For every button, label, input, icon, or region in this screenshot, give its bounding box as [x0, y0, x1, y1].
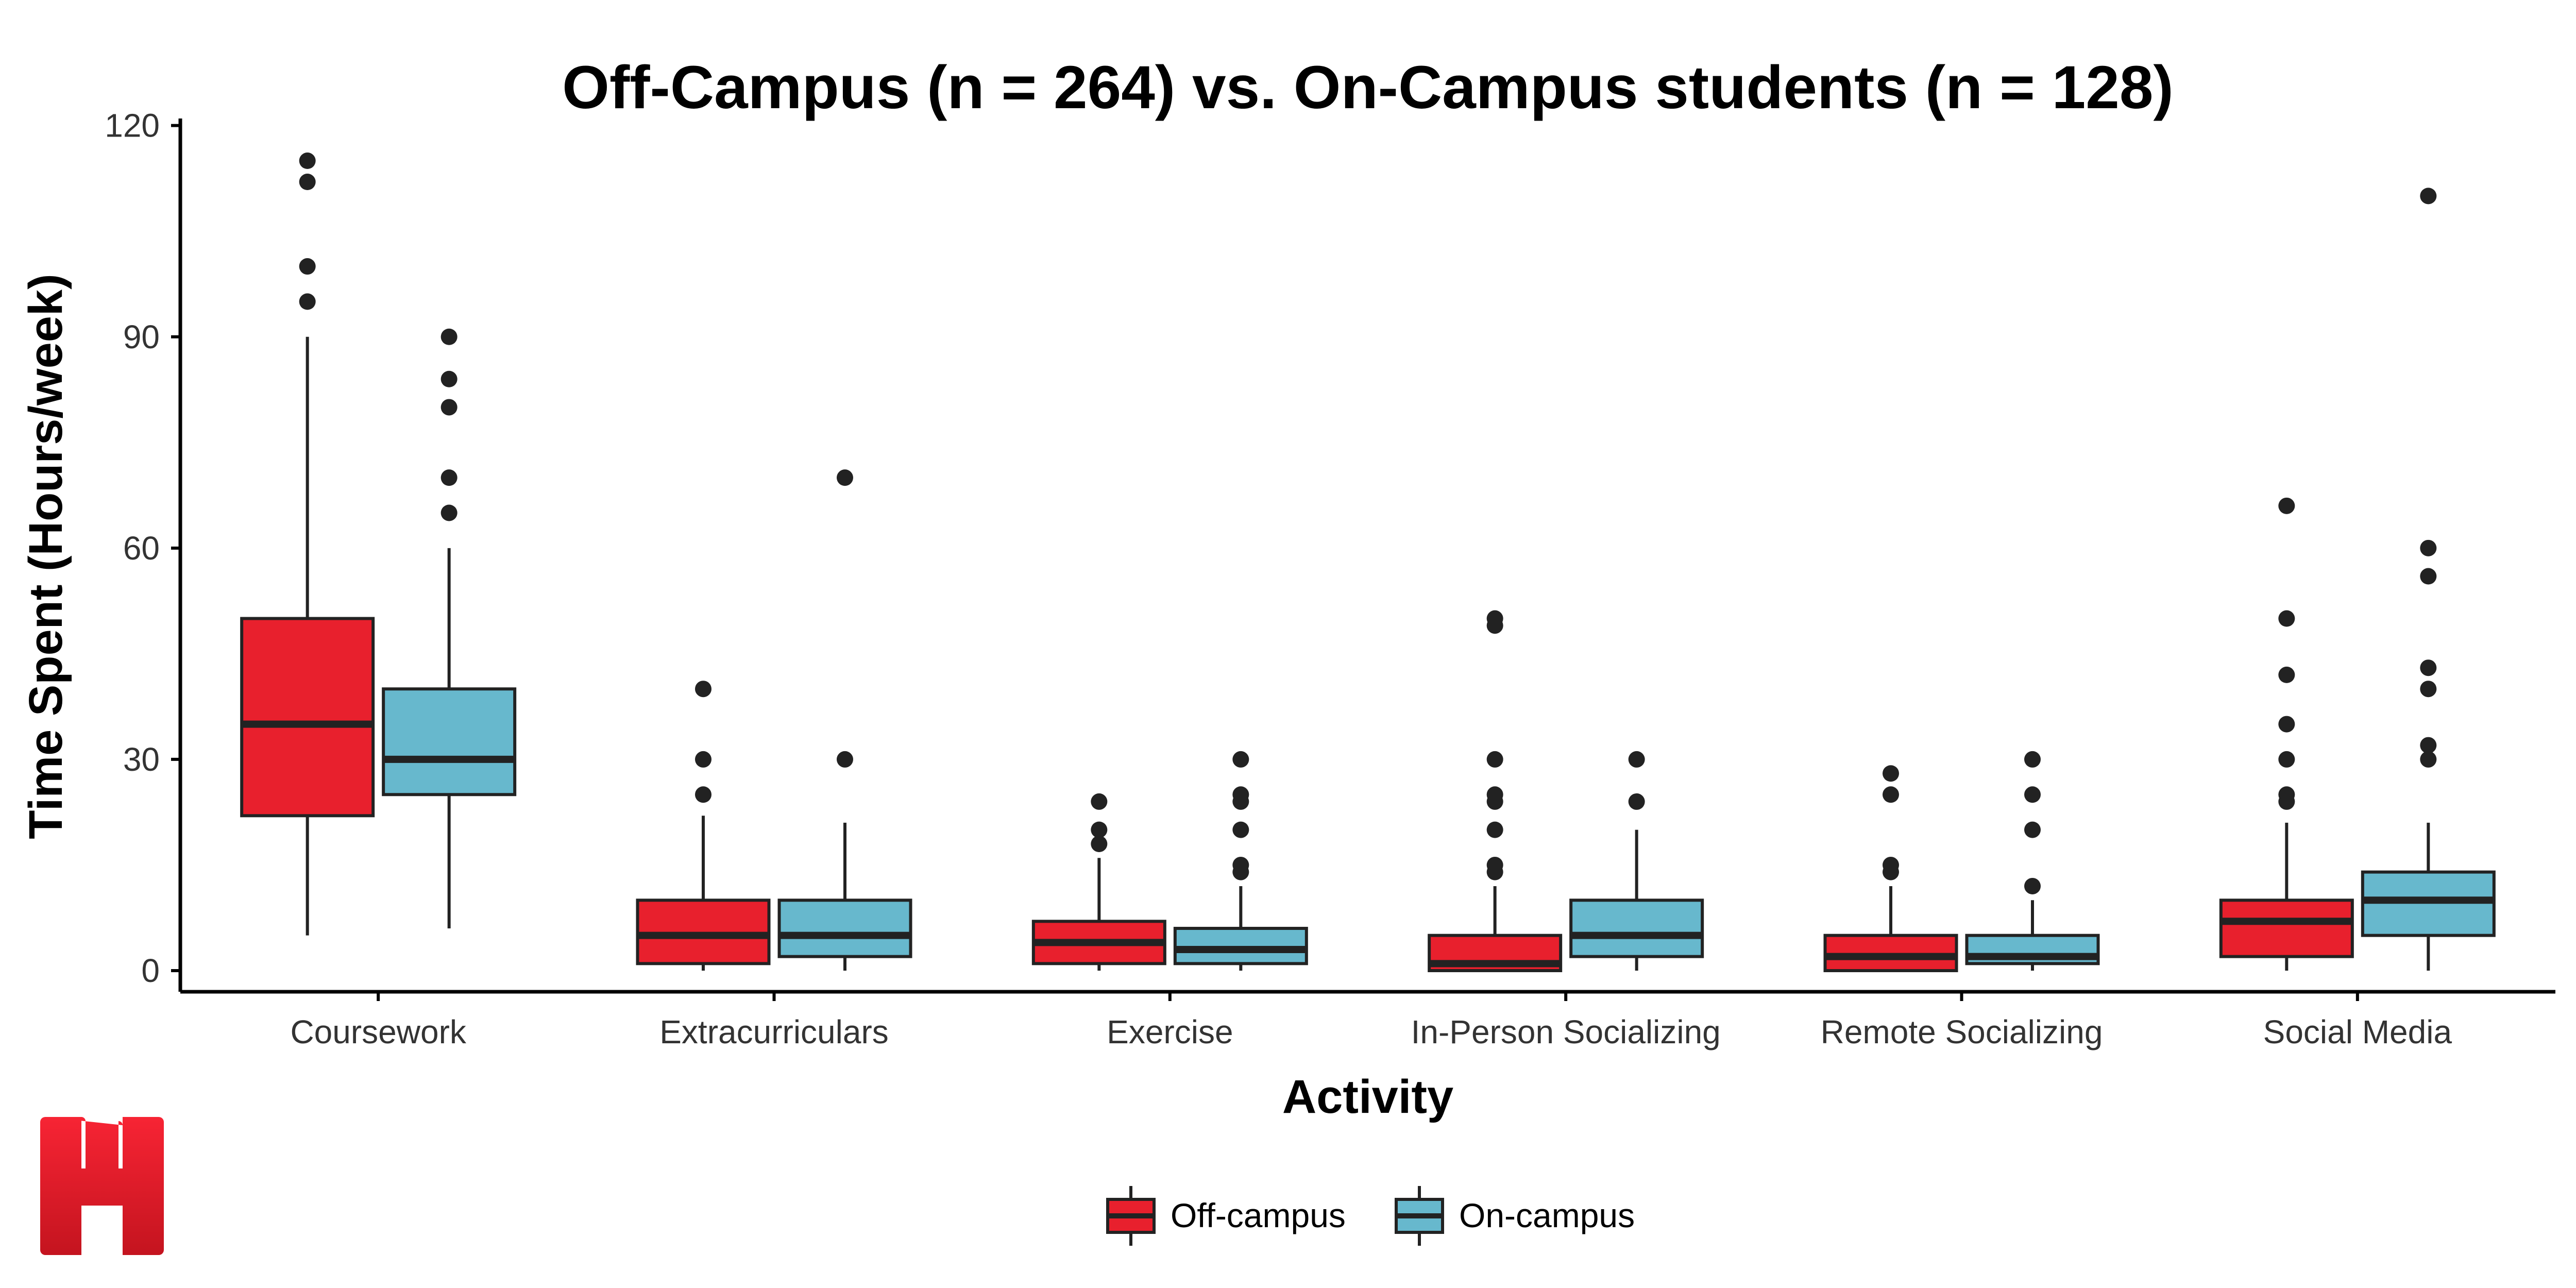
x-tick-label: Social Media [2263, 1013, 2452, 1050]
box-off-campus-3 [1428, 610, 1563, 972]
outlier-point [299, 174, 316, 191]
chart-title: Off-Campus (n = 264) vs. On-Campus stude… [562, 54, 2174, 122]
box-iqr [382, 687, 517, 796]
outlier-point [2420, 539, 2437, 556]
x-tick-label: In-Person Socializing [1411, 1013, 1721, 1050]
y-tick-label: 120 [105, 107, 160, 144]
y-axis-title: Time Spent (Hours/week) [20, 274, 72, 839]
box-on-campus-5 [2361, 188, 2496, 971]
h-logo-shape [40, 1117, 164, 1255]
outlier-point [2420, 751, 2437, 768]
outlier-point [1486, 821, 1503, 838]
box-on-campus-3 [1569, 751, 1704, 971]
legend: Off-campus On-campus [1106, 1186, 1635, 1246]
box-off-campus-5 [2219, 497, 2354, 971]
plot-area [240, 152, 2496, 972]
outlier-point [2278, 786, 2295, 803]
outlier-point [1091, 821, 1108, 838]
outlier-point [2278, 666, 2295, 683]
outlier-point [1091, 835, 1108, 852]
box-on-campus-4 [1965, 751, 2100, 971]
category-group-2 [1031, 751, 1308, 971]
outlier-point [1486, 610, 1503, 627]
box-off-campus-4 [1823, 765, 1958, 972]
outlier-point [1628, 751, 1645, 768]
y-tick-label: 0 [141, 952, 160, 989]
box-off-campus-1 [636, 681, 771, 971]
category-group-3 [1428, 610, 1704, 972]
outlier-point [1091, 793, 1108, 810]
outlier-point [695, 786, 711, 803]
box-off-campus-2 [1031, 793, 1166, 971]
category-group-1 [636, 469, 912, 971]
y-tick-label: 90 [123, 318, 160, 355]
legend-label: Off-campus [1171, 1196, 1346, 1234]
legend-label: On-campus [1459, 1196, 1635, 1234]
outlier-point [2420, 737, 2437, 754]
legend-item-on-campus: On-campus [1395, 1186, 1635, 1246]
outlier-point [1883, 765, 1899, 782]
x-tick-label: Extracurriculars [659, 1013, 889, 1050]
category-group-4 [1823, 751, 2100, 972]
outlier-point [2024, 821, 2041, 838]
box-iqr [1569, 899, 1704, 958]
outlier-point [2278, 716, 2295, 733]
outlier-point [440, 328, 457, 345]
outlier-point [299, 258, 316, 275]
outlier-point [837, 751, 853, 768]
box-on-campus-2 [1173, 751, 1308, 971]
h-logo-icon [40, 1117, 164, 1255]
outlier-point [440, 399, 457, 416]
outlier-point [2024, 786, 2041, 803]
y-tick-label: 60 [123, 530, 160, 567]
outlier-point [2420, 568, 2437, 585]
box-on-campus-0 [382, 328, 517, 928]
outlier-point [440, 370, 457, 387]
outlier-point [1486, 856, 1503, 873]
x-tick-label: Coursework [290, 1013, 466, 1050]
outlier-point [2024, 751, 2041, 768]
axes: Coursework Extracurriculars Exercise In-Per… [105, 107, 2555, 1050]
outlier-point [299, 293, 316, 310]
category-group-0 [240, 152, 517, 936]
outlier-point [440, 469, 457, 486]
outlier-point [1232, 751, 1249, 768]
box-iqr [777, 899, 912, 958]
outlier-point [695, 681, 711, 698]
outlier-point [837, 469, 853, 486]
outlier-point [2278, 610, 2295, 627]
outlier-point [2420, 188, 2437, 205]
outlier-point [1232, 856, 1249, 873]
legend-item-off-campus: Off-campus [1106, 1186, 1346, 1246]
outlier-point [1232, 786, 1249, 803]
outlier-point [299, 152, 316, 170]
outlier-point [2278, 497, 2295, 514]
outlier-point [1883, 786, 1899, 803]
box-on-campus-1 [777, 469, 912, 971]
box-iqr [2219, 899, 2354, 958]
outlier-point [1486, 751, 1503, 768]
box-off-campus-0 [240, 152, 375, 936]
x-tick-label: Remote Socializing [1821, 1013, 2103, 1050]
outlier-point [2420, 681, 2437, 698]
outlier-point [1883, 856, 1899, 873]
outlier-point [695, 751, 711, 768]
outlier-point [1628, 793, 1645, 810]
outlier-point [1232, 821, 1249, 838]
outlier-point [440, 504, 457, 521]
outlier-point [1486, 786, 1503, 803]
x-axis-title: Activity [1282, 1071, 1453, 1123]
outlier-point [2420, 659, 2437, 676]
box-iqr [240, 617, 375, 818]
y-tick-label: 30 [123, 741, 160, 778]
category-group-5 [2219, 188, 2496, 971]
outlier-point [2024, 877, 2041, 894]
x-tick-label: Exercise [1107, 1013, 1233, 1050]
outlier-point [2278, 751, 2295, 768]
